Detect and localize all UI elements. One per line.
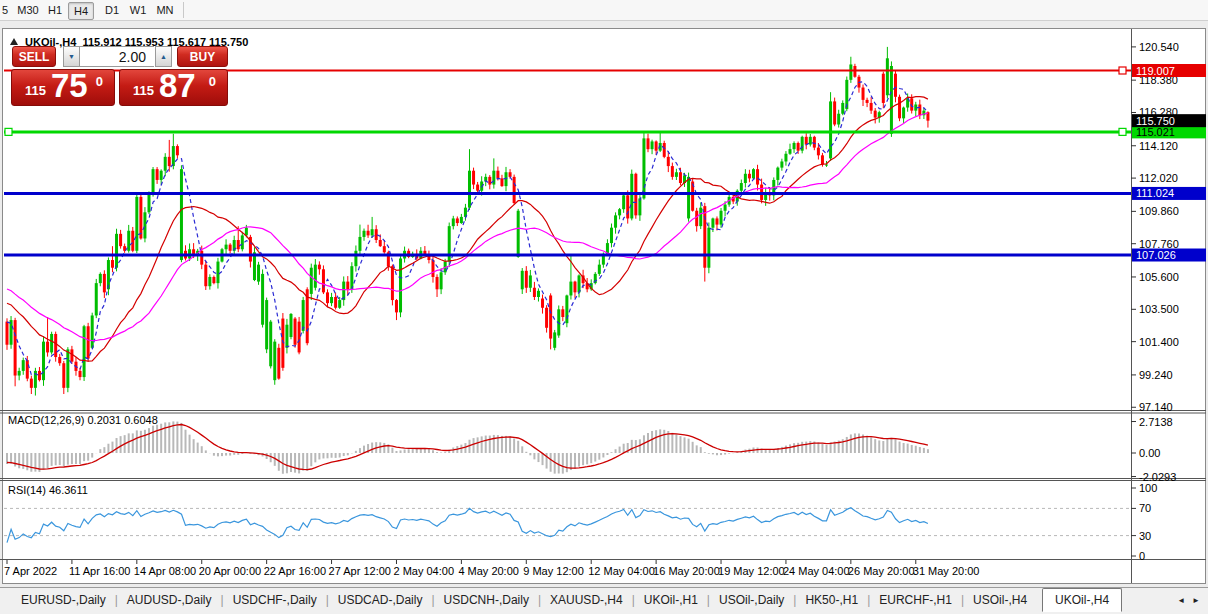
svg-text:22 Apr 16:00: 22 Apr 16:00 <box>264 565 326 577</box>
line-handle[interactable] <box>5 128 12 135</box>
svg-text:70: 70 <box>1139 502 1151 514</box>
svg-text:14 Apr 08:00: 14 Apr 08:00 <box>134 565 196 577</box>
svg-text:26 May 20:00: 26 May 20:00 <box>848 565 915 577</box>
buy-price-point: 0 <box>209 74 216 89</box>
chart-tab-usoil-h4[interactable]: USOil-,H4 <box>964 588 1036 612</box>
chart-tab-eurusd-daily[interactable]: EURUSD-,Daily <box>12 588 115 612</box>
tab-scroll-right-icon[interactable]: ► <box>1192 596 1200 605</box>
svg-text:24 May 04:00: 24 May 04:00 <box>783 565 850 577</box>
svg-text:4 May 20:00: 4 May 20:00 <box>458 565 519 577</box>
sell-price-display[interactable]: 115 75 0 <box>11 69 115 106</box>
macd-label: MACD(12,26,9) 0.2031 0.6048 <box>8 414 158 426</box>
svg-text:115.750: 115.750 <box>1136 115 1175 127</box>
sell-price-whole: 115 <box>25 83 46 98</box>
buy-price-pips: 87 <box>159 67 196 105</box>
chart-tab-ukoil-h4[interactable]: UKOil-,H4 <box>1042 588 1122 612</box>
svg-text:19 May 12:00: 19 May 12:00 <box>718 565 785 577</box>
buy-price-whole: 115 <box>133 83 154 98</box>
svg-text:119.007: 119.007 <box>1136 65 1175 77</box>
chart-tab-xauusd-h4[interactable]: XAUUSD-,H4 <box>541 588 632 612</box>
svg-text:101.400: 101.400 <box>1139 336 1179 348</box>
volume-increase-button[interactable]: ▲ <box>155 46 172 67</box>
svg-text:115.021: 115.021 <box>1136 126 1175 138</box>
svg-text:100: 100 <box>1139 482 1157 494</box>
chart-tab-usdcnh-daily[interactable]: USDCNH-,Daily <box>435 588 538 612</box>
svg-text:112.020: 112.020 <box>1139 172 1178 184</box>
svg-text:-2.0293: -2.0293 <box>1139 471 1176 483</box>
triangle-down-icon: ▼ <box>68 53 75 60</box>
svg-text:0.00: 0.00 <box>1139 447 1160 459</box>
chart-tab-bar: EURUSD-,Daily|AUDUSD-,Daily|USDCHF-,Dail… <box>0 587 1208 614</box>
triangle-up-icon: ▲ <box>160 53 167 60</box>
chart-tab-eurchf-h1[interactable]: EURCHF-,H1 <box>870 588 961 612</box>
chart-tab-usdchf-daily[interactable]: USDCHF-,Daily <box>224 588 326 612</box>
one-click-trading-panel: SELL ▼ ▲ BUY 115 75 0 115 87 0 <box>11 46 228 106</box>
svg-text:9 May 12:00: 9 May 12:00 <box>523 565 584 577</box>
svg-text:7 Apr 2022: 7 Apr 2022 <box>4 565 57 577</box>
svg-text:20 Apr 00:00: 20 Apr 00:00 <box>199 565 261 577</box>
tab-scroll-left-icon[interactable]: ◄ <box>1177 596 1185 605</box>
svg-text:11 Apr 16:00: 11 Apr 16:00 <box>69 565 131 577</box>
svg-text:120.540: 120.540 <box>1139 41 1179 53</box>
chart-window-frame <box>3 29 1206 584</box>
sell-button[interactable]: SELL <box>12 46 56 67</box>
svg-text:105.600: 105.600 <box>1139 271 1179 283</box>
svg-text:31 May 20:00: 31 May 20:00 <box>913 565 980 577</box>
svg-text:103.500: 103.500 <box>1139 303 1179 315</box>
chart-tab-usdcad-daily[interactable]: USDCAD-,Daily <box>329 588 432 612</box>
volume-input[interactable] <box>80 46 154 67</box>
svg-text:27 Apr 12:00: 27 Apr 12:00 <box>329 565 391 577</box>
line-handle[interactable] <box>1119 67 1126 74</box>
volume-decrease-button[interactable]: ▼ <box>63 46 80 67</box>
chart-tab-ukoil-h1[interactable]: UKOil-,H1 <box>635 588 707 612</box>
chart-tab-audusd-daily[interactable]: AUDUSD-,Daily <box>118 588 221 612</box>
svg-text:0: 0 <box>1139 550 1145 562</box>
buy-button[interactable]: BUY <box>177 46 228 67</box>
svg-text:107.760: 107.760 <box>1139 238 1179 250</box>
svg-text:107.026: 107.026 <box>1136 249 1176 261</box>
line-handle[interactable] <box>1119 128 1126 135</box>
svg-text:114.120: 114.120 <box>1139 140 1178 152</box>
expand-triangle-icon <box>10 38 18 45</box>
svg-text:30: 30 <box>1139 530 1151 542</box>
svg-text:16 May 20:00: 16 May 20:00 <box>653 565 720 577</box>
buy-price-display[interactable]: 115 87 0 <box>119 69 228 106</box>
svg-text:109.860: 109.860 <box>1139 205 1179 217</box>
svg-text:99.240: 99.240 <box>1139 369 1173 381</box>
rsi-label: RSI(14) 46.3611 <box>8 484 88 496</box>
svg-text:2 May 04:00: 2 May 04:00 <box>393 565 454 577</box>
sell-price-pips: 75 <box>51 67 88 105</box>
sell-price-point: 0 <box>96 74 103 89</box>
svg-text:111.024: 111.024 <box>1136 187 1174 199</box>
svg-text:2.7138: 2.7138 <box>1139 416 1173 428</box>
chart-tab-usoil-daily[interactable]: USOil-,Daily <box>710 588 793 612</box>
tab-scroll-arrows: ◄► <box>1170 596 1200 605</box>
svg-text:97.140: 97.140 <box>1139 401 1173 413</box>
svg-text:12 May 04:00: 12 May 04:00 <box>588 565 655 577</box>
chart-tab-hk50-h1[interactable]: HK50-,H1 <box>796 588 867 612</box>
